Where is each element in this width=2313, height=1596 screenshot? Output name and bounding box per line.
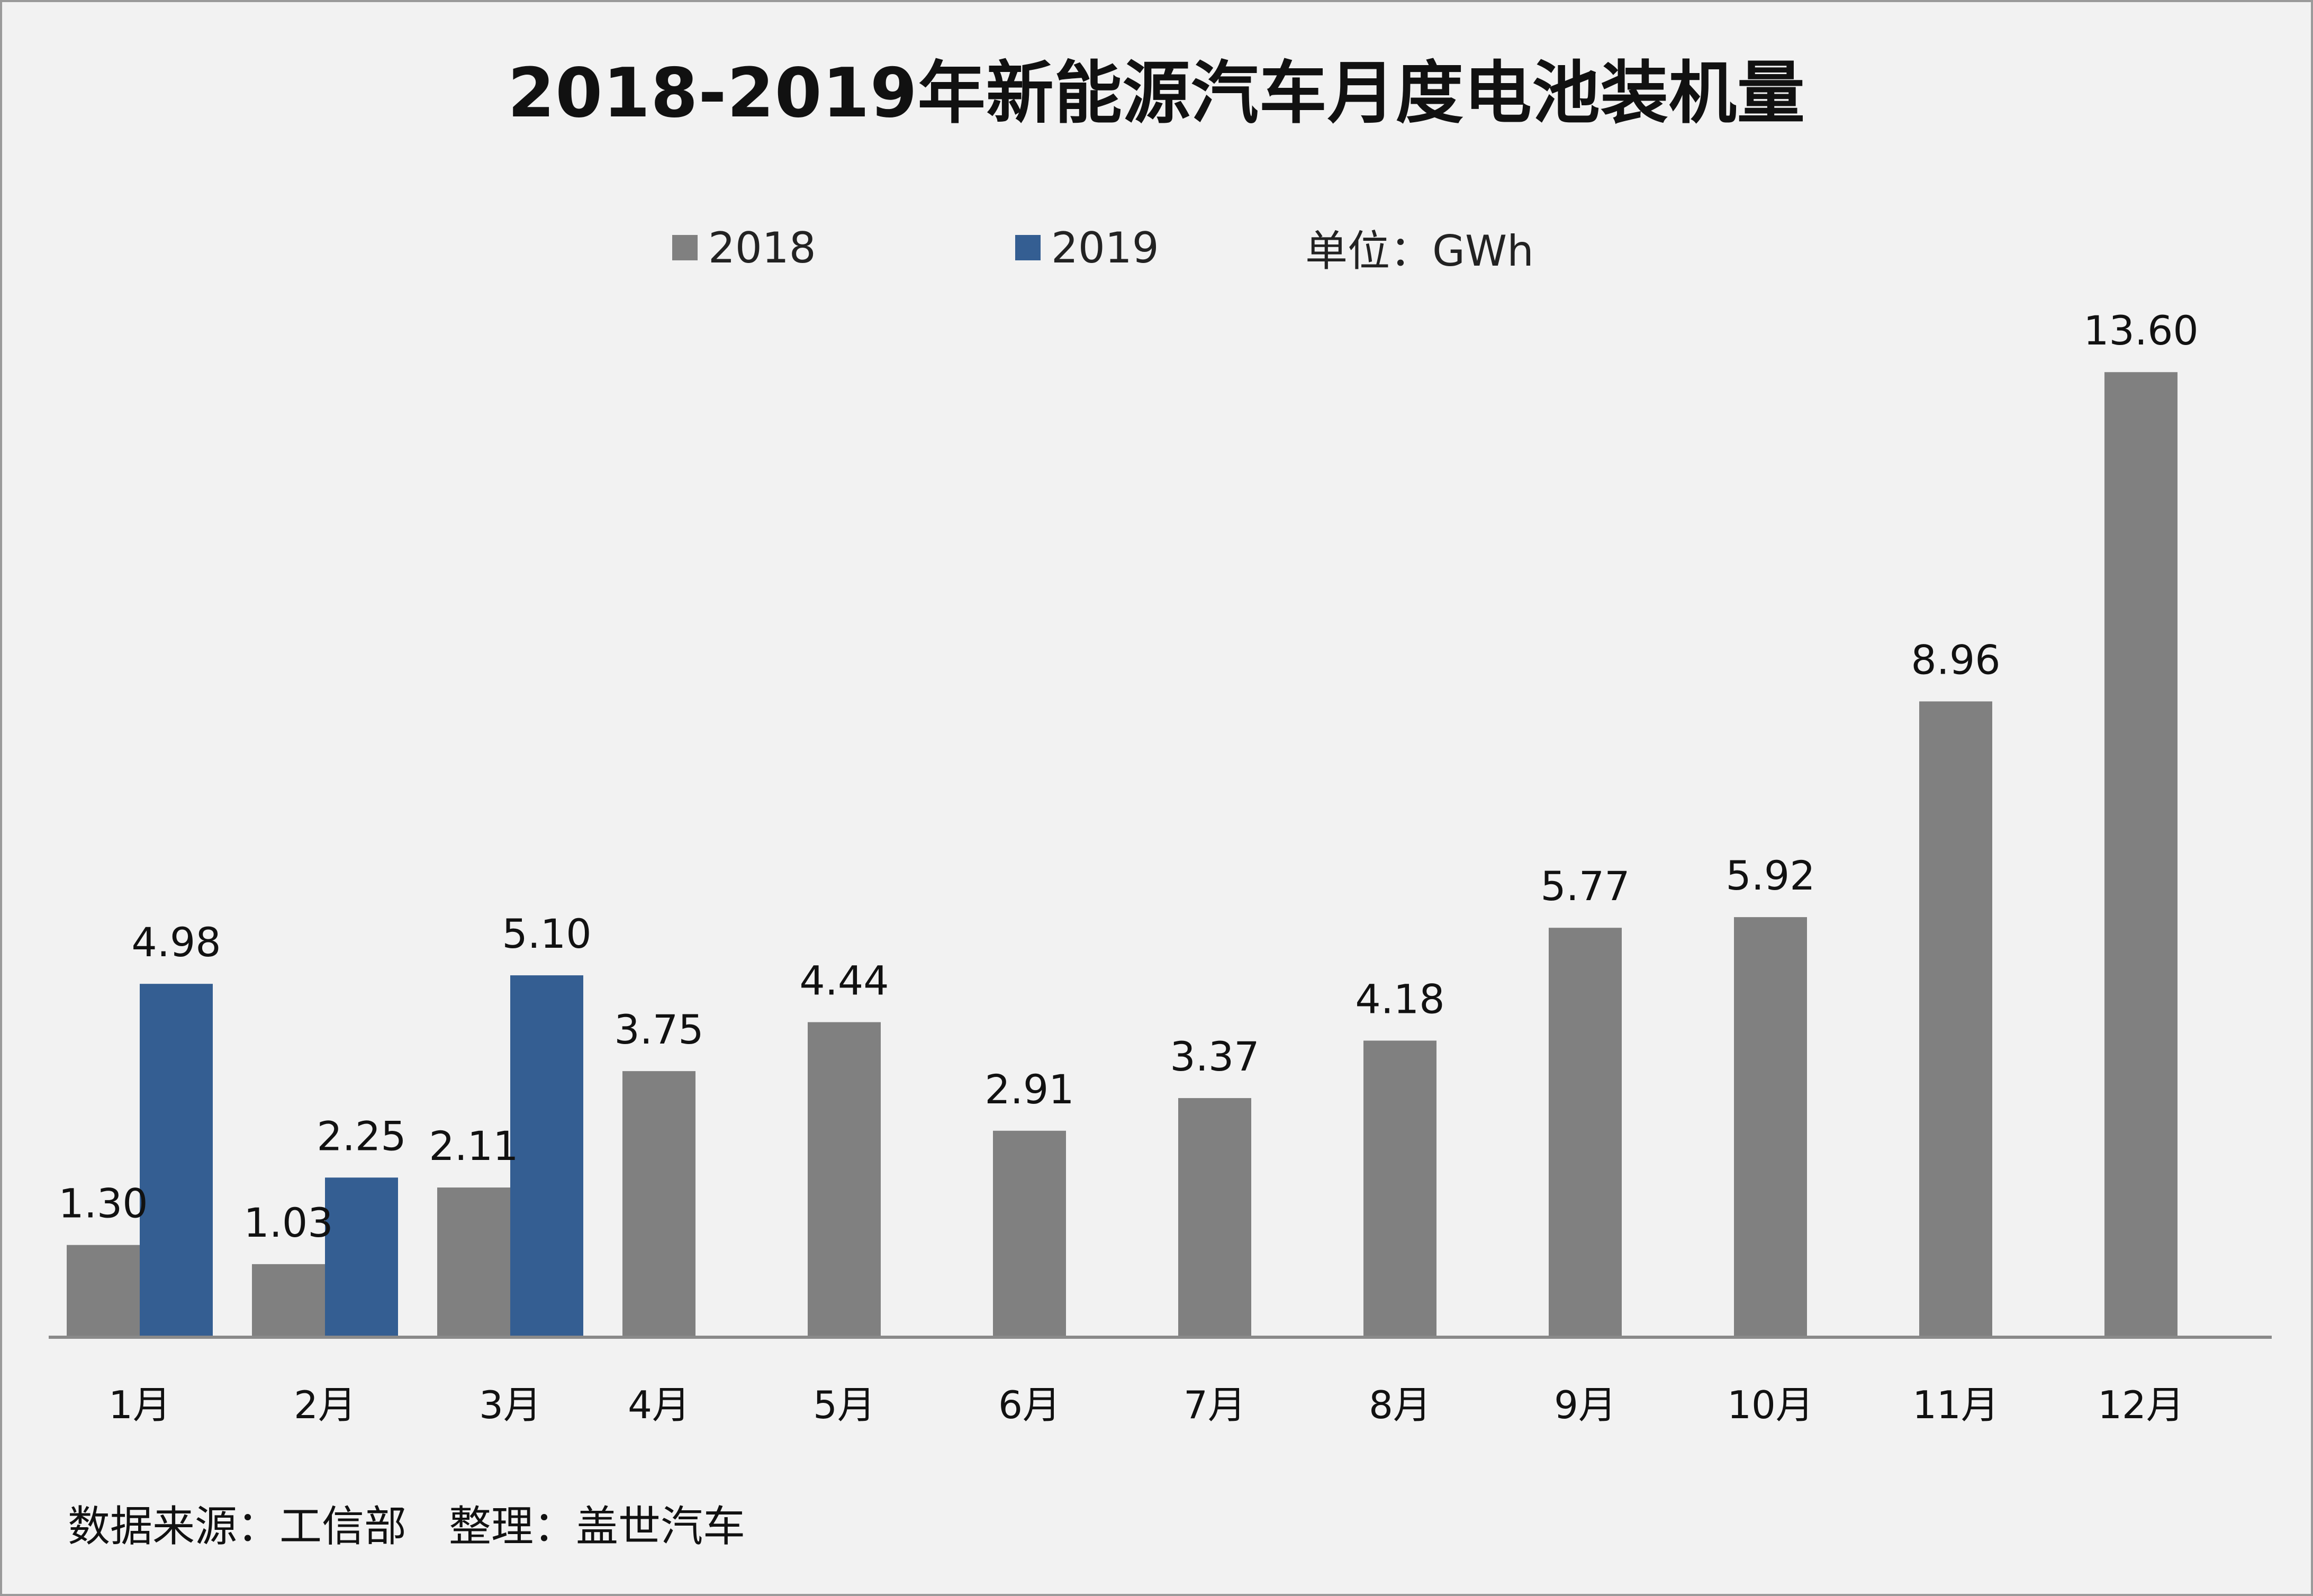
data-label-2018-5月: 4.44 [799, 957, 889, 1004]
data-label-2018-8月: 4.18 [1355, 975, 1444, 1022]
data-label-2018-2月: 1.03 [243, 1199, 333, 1246]
data-label-2018-11月: 8.96 [1911, 636, 2000, 683]
x-tick-label-11月: 11月 [1912, 1383, 1999, 1427]
x-tick-labels-group: 1月 2月 3月 4月 5月 6月 7月 8月 9月 10月 11月 12月 [109, 1383, 2184, 1427]
bar-2018-10月 [1734, 917, 1807, 1337]
x-tick-label-1月: 1月 [109, 1383, 171, 1427]
unit-label: 单位：GWh [1305, 216, 1534, 279]
data-label-2018-1月: 1.30 [58, 1180, 148, 1227]
bar-2018-1月 [67, 1245, 140, 1337]
x-tick-label-10月: 10月 [1727, 1383, 1814, 1427]
bar-2018-6月 [993, 1130, 1066, 1337]
bar-2019-3月 [510, 975, 583, 1337]
x-tick-label-3月: 3月 [479, 1383, 541, 1427]
bar-2019-1月 [140, 984, 213, 1337]
legend-swatch-2018 [672, 235, 698, 260]
data-label-2018-10月: 5.92 [1725, 852, 1815, 899]
legend-label-2018: 2018 [708, 223, 816, 273]
x-tick-label-2月: 2月 [294, 1383, 356, 1427]
data-label-2019-2月: 2.25 [317, 1112, 406, 1159]
legend: 2018 2019 单位：GWh [0, 216, 2313, 279]
data-label-2019-1月: 4.98 [131, 919, 221, 966]
bar-2018-7月 [1178, 1098, 1251, 1337]
legend-item-2019: 2019 [1015, 216, 1159, 279]
data-label-2018-9月: 5.77 [1540, 863, 1630, 910]
unit-label-text: 单位：GWh [1305, 226, 1534, 276]
x-tick-label-8月: 8月 [1369, 1383, 1431, 1427]
data-label-2018-3月: 2.11 [429, 1122, 518, 1169]
data-label-2018-12月: 13.60 [2083, 307, 2199, 354]
legend-swatch-2019 [1015, 235, 1041, 260]
bar-2019-2月 [325, 1177, 398, 1337]
bar-2018-2月 [252, 1264, 325, 1337]
data-label-2018-7月: 3.37 [1170, 1033, 1259, 1080]
bar-2018-5月 [808, 1022, 881, 1337]
bar-2018-8月 [1363, 1040, 1436, 1337]
data-labels-group: 1.30 4.98 1.03 2.25 2.11 5.10 3.75 4.44 2.91 3.37… [58, 307, 2198, 1246]
chart-title: 2018-2019年新能源汽车月度电池装机量 [508, 54, 1805, 133]
bar-2018-11月 [1919, 701, 1992, 1337]
x-tick-label-9月: 9月 [1554, 1383, 1616, 1427]
x-tick-label-7月: 7月 [1183, 1383, 1246, 1427]
data-label-2018-6月: 2.91 [984, 1066, 1074, 1113]
x-tick-label-12月: 12月 [2098, 1383, 2184, 1427]
data-label-2019-3月: 5.10 [502, 910, 591, 957]
bar-2018-12月 [2104, 372, 2178, 1337]
x-tick-label-4月: 4月 [628, 1383, 690, 1427]
legend-label-2019: 2019 [1051, 223, 1159, 273]
bar-2018-3月 [437, 1187, 510, 1337]
data-label-2018-4月: 3.75 [614, 1006, 703, 1053]
bars-group [67, 372, 2178, 1337]
x-tick-label-6月: 6月 [998, 1383, 1061, 1427]
bar-2018-9月 [1549, 928, 1622, 1337]
source-note: 数据来源：工信部 整理：盖世汽车 [68, 1502, 745, 1551]
x-tick-label-5月: 5月 [813, 1383, 875, 1427]
legend-item-2018: 2018 [672, 216, 816, 279]
bar-2018-4月 [622, 1071, 695, 1337]
